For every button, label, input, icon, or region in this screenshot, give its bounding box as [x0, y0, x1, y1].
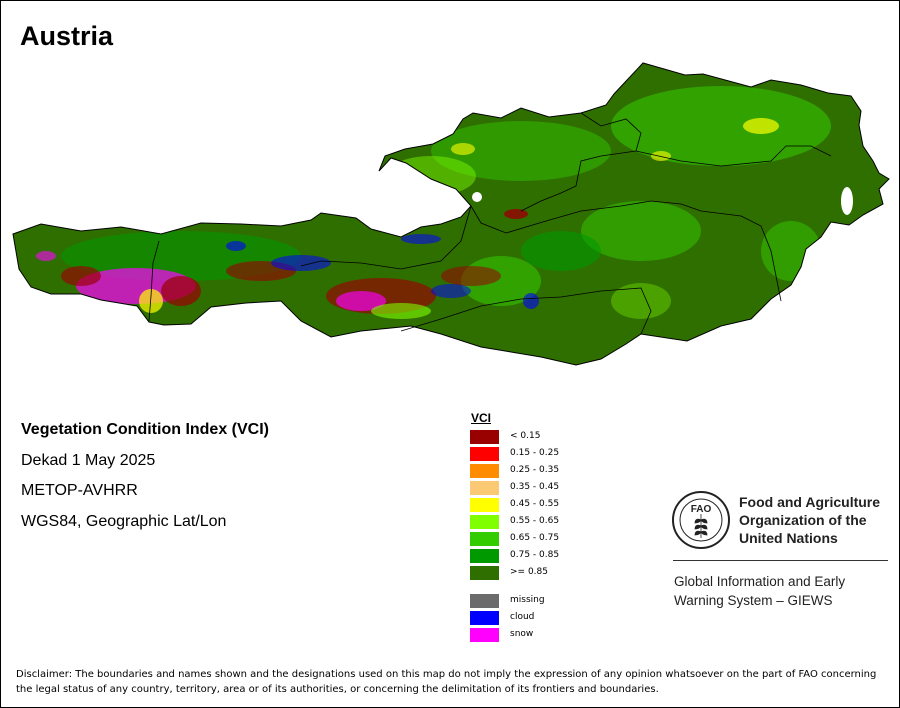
legend-item-class-4: 0.45 - 0.55	[470, 498, 590, 512]
legend-label: cloud	[510, 612, 535, 622]
legend-label: 0.65 - 0.75	[510, 533, 560, 543]
fao-name-line3: United Nations	[739, 530, 838, 546]
fao-name-line1: Food and Agriculture	[739, 494, 881, 510]
legend-item-special-0: missing	[470, 594, 590, 608]
giews-line2: Warning System – GIEWS	[674, 593, 833, 608]
legend-swatch	[470, 566, 499, 580]
legend-item-class-3: 0.35 - 0.45	[470, 481, 590, 495]
legend-swatch	[470, 430, 499, 444]
giews-label: Global Information and Early Warning Sys…	[674, 572, 845, 610]
legend-swatch	[470, 628, 499, 642]
legend-label: 0.25 - 0.35	[510, 465, 560, 475]
legend-swatch	[470, 611, 499, 625]
legend-label: 0.15 - 0.25	[510, 448, 560, 458]
sensor-label: METOP-AVHRR	[21, 482, 138, 499]
fao-name: Food and Agriculture Organization of the…	[739, 493, 880, 547]
fao-name-line2: Organization of the	[739, 512, 867, 528]
legend-title: VCI	[471, 411, 492, 425]
legend-item-class-0: < 0.15	[470, 430, 590, 444]
legend-item-class-2: 0.25 - 0.35	[470, 464, 590, 478]
disclaimer-text: Disclaimer: The boundaries and names sho…	[16, 669, 877, 695]
legend-label: 0.35 - 0.45	[510, 482, 560, 492]
projection-label: WGS84, Geographic Lat/Lon	[21, 512, 227, 530]
legend-swatch	[470, 498, 499, 512]
legend-item-class-6: 0.65 - 0.75	[470, 532, 590, 546]
product-name: Vegetation Condition Index (VCI)	[21, 421, 269, 438]
legend-item-special-1: cloud	[470, 611, 590, 625]
map-info-block: Vegetation Condition Index (VCI) Dekad 1…	[21, 415, 269, 537]
fao-logo-icon: FAO	[672, 491, 730, 549]
legend-label: snow	[510, 629, 534, 639]
legend-item-class-8: >= 0.85	[470, 566, 590, 580]
legend-label: < 0.15	[510, 431, 541, 441]
legend-item-class-5: 0.55 - 0.65	[470, 515, 590, 529]
legend-swatch	[470, 515, 499, 529]
legend-swatch	[470, 447, 499, 461]
legend-swatch	[470, 549, 499, 563]
period-label: Dekad 1 May 2025	[21, 451, 156, 469]
legend-swatch	[470, 481, 499, 495]
legend-label: missing	[510, 595, 545, 605]
map-title: Austria	[20, 21, 114, 51]
legend-label: 0.55 - 0.65	[510, 516, 560, 526]
fao-divider	[673, 560, 888, 561]
province-borders	[148, 112, 832, 335]
giews-line1: Global Information and Early	[674, 574, 846, 589]
legend-swatch	[470, 532, 499, 546]
vci-pixel-layer	[36, 86, 853, 319]
legend-item-special-2: snow	[470, 628, 590, 642]
legend-label: 0.75 - 0.85	[510, 550, 560, 560]
legend-item-class-1: 0.15 - 0.25	[470, 447, 590, 461]
fao-logo-text: FAO	[691, 504, 712, 515]
legend-swatch	[470, 594, 499, 608]
legend-label: 0.45 - 0.55	[510, 499, 560, 509]
legend-item-class-7: 0.75 - 0.85	[470, 549, 590, 563]
legend-swatch	[470, 464, 499, 478]
legend-label: >= 0.85	[510, 567, 548, 577]
